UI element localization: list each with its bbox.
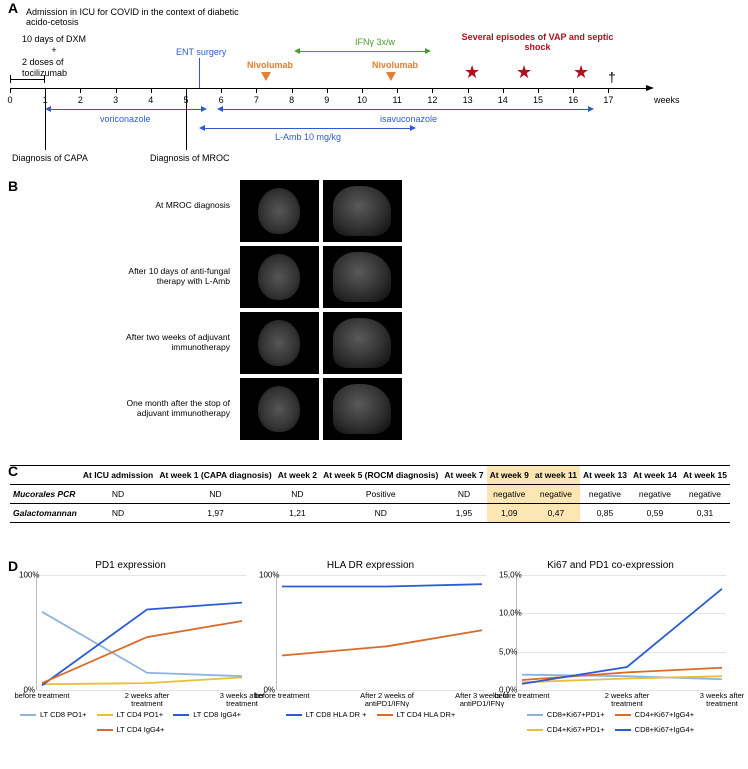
- ent-surgery-label: ENT surgery: [176, 47, 226, 57]
- mri-image: [323, 312, 402, 374]
- icu-admission-text: Admission in ICU for COVID in the contex…: [26, 7, 246, 27]
- mroc-label: Diagnosis of MROC: [150, 153, 230, 163]
- star-3: ★: [573, 62, 589, 83]
- dxm-toci-text: 10 days of DXM + 2 doses of tocilizumab: [22, 34, 86, 79]
- capa-label: Diagnosis of CAPA: [12, 153, 88, 163]
- mri-image: [240, 246, 319, 308]
- ifny-label: IFNγ 3x/w: [355, 37, 395, 47]
- mri-row: [240, 246, 402, 308]
- chart-title: PD1 expression: [18, 560, 243, 571]
- mri-row: [240, 312, 402, 374]
- mri-row: [240, 180, 402, 242]
- panel-d: PD1 expression0%100%before treatment2 we…: [10, 560, 730, 760]
- ifny-bar: [300, 51, 425, 52]
- dxm-interval: [10, 79, 45, 80]
- mri-image: [240, 180, 319, 242]
- mri-row-label: After two weeks of adjuvant immunotherap…: [110, 332, 230, 352]
- biomarker-table: At ICU admissionAt week 1 (CAPA diagnosi…: [10, 465, 730, 523]
- panel-a: Admission in ICU for COVID in the contex…: [10, 0, 730, 165]
- mri-row: [240, 378, 402, 440]
- mri-image: [323, 378, 402, 440]
- mri-image: [240, 378, 319, 440]
- panel-c: At ICU admissionAt week 1 (CAPA diagnosi…: [10, 465, 730, 547]
- death-cross: †: [608, 69, 616, 85]
- vori-bar: [51, 109, 201, 110]
- nivo-label-2: Nivolumab: [372, 60, 418, 70]
- mroc-line: [186, 88, 187, 150]
- capa-line: [45, 88, 46, 150]
- nivo-marker-1: [261, 72, 271, 81]
- isavu-label: isavuconazole: [380, 114, 437, 124]
- nivo-label-1: Nivolumab: [247, 60, 293, 70]
- chart: PD1 expression0%100%before treatment2 we…: [18, 560, 243, 755]
- ent-line: [199, 58, 200, 88]
- chart-title: Ki67 and PD1 co-expression: [498, 560, 723, 571]
- lamb-label: L-Amb 10 mg/kg: [275, 132, 341, 142]
- panel-b: At MROC diagnosis After 10 days of anti-f…: [10, 180, 730, 455]
- mri-image: [323, 246, 402, 308]
- vori-label: voriconazole: [100, 114, 151, 124]
- mri-image: [323, 180, 402, 242]
- chart: Ki67 and PD1 co-expression0,0%5,0%10,0%1…: [498, 560, 723, 755]
- lamb-bar: [205, 128, 410, 129]
- mri-row-label: After 10 days of anti-fungal therapy wit…: [110, 266, 230, 286]
- chart-title: HLA DR expression: [258, 560, 483, 571]
- star-1: ★: [464, 62, 480, 83]
- star-2: ★: [516, 62, 532, 83]
- mri-row-label: One month after the stop of adjuvant imm…: [110, 398, 230, 418]
- mri-image: [240, 312, 319, 374]
- mri-grid: At MROC diagnosisAfter 10 days of anti-f…: [240, 180, 402, 444]
- isavu-bar: [223, 109, 588, 110]
- nivo-marker-2: [386, 72, 396, 81]
- chart: HLA DR expression0%100%before treatmentA…: [258, 560, 483, 755]
- vap-label: Several episodes of VAP and septic shock: [460, 32, 615, 52]
- mri-row-label: At MROC diagnosis: [110, 200, 230, 210]
